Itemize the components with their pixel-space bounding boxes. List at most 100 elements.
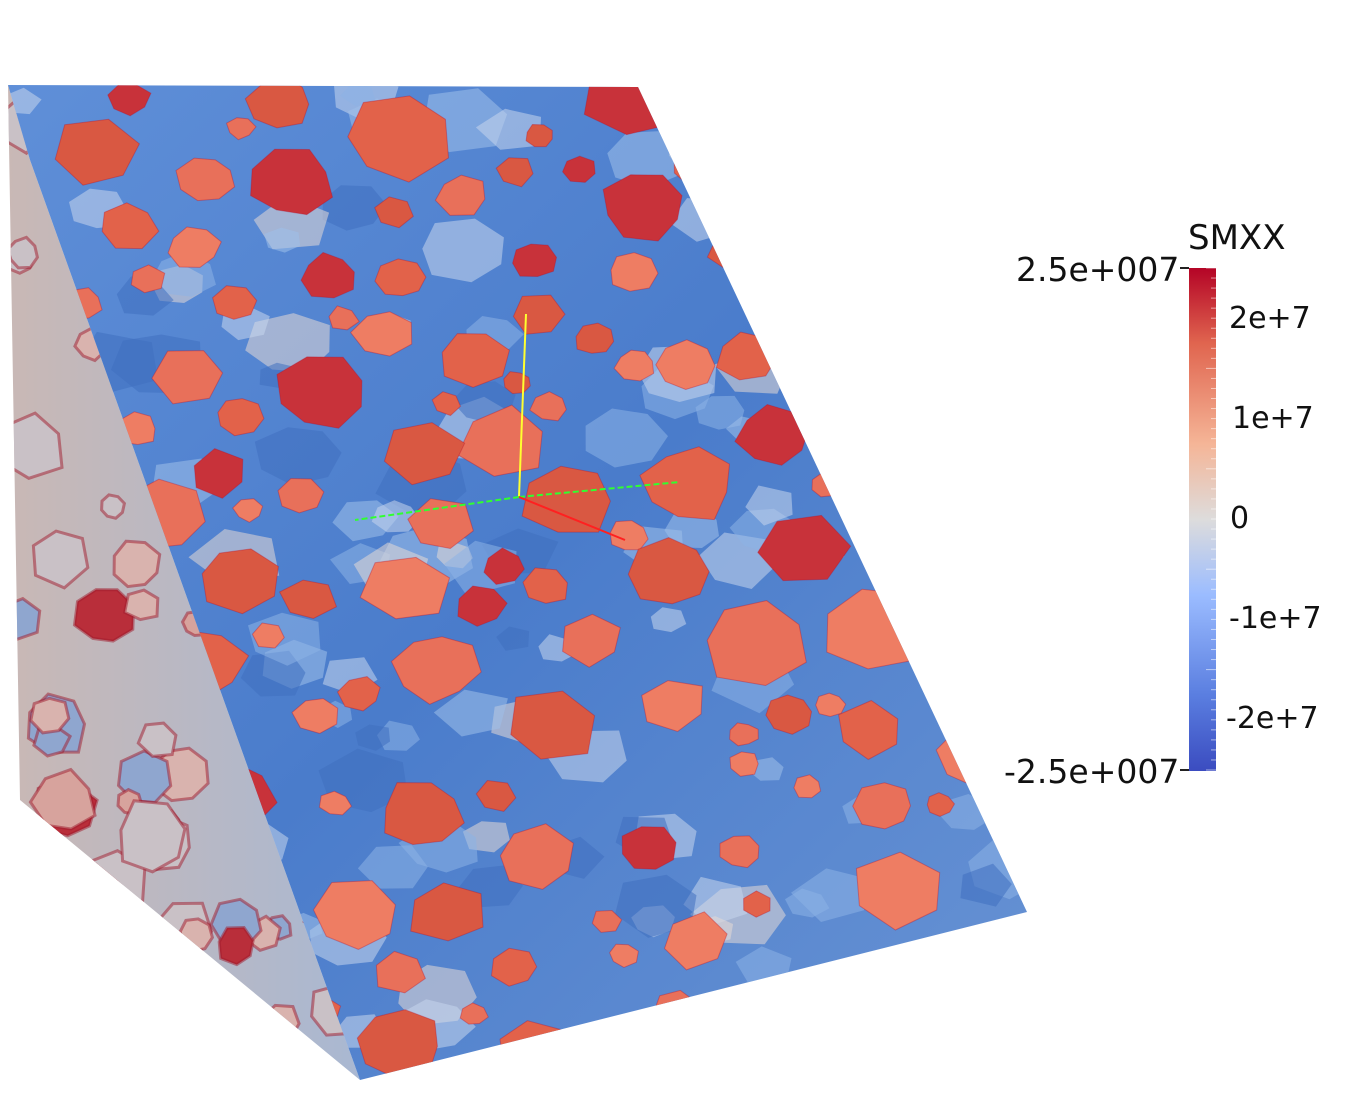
mesh-grain	[573, 1023, 621, 1060]
mesh-stress-patch	[621, 1027, 666, 1057]
mesh-stress-patch	[355, 724, 390, 751]
mesh-grain-side	[82, 1021, 127, 1065]
mesh-grain	[347, 95, 450, 183]
mesh-grain	[490, 947, 538, 987]
mesh-grain	[166, 992, 256, 1060]
mesh-grain-side	[41, 877, 95, 930]
mesh-grain-side	[112, 539, 162, 589]
mesh-grain	[864, 341, 924, 388]
mesh-grain-side	[100, 493, 127, 520]
mesh-stress-patch	[254, 427, 342, 486]
mesh-grain	[562, 155, 596, 183]
mesh-stress-patch	[10, 988, 95, 1044]
mesh-grain	[193, 448, 244, 499]
mesh-grain-side	[28, 767, 97, 831]
mesh-grain	[356, 1009, 438, 1078]
mesh-stress-patch	[683, 876, 748, 926]
mesh-grain-side	[136, 721, 178, 758]
mesh-grain	[765, 694, 813, 735]
mesh-grain	[955, 317, 1027, 373]
mesh-stress-patch	[732, 1015, 793, 1049]
mesh-stress-patch	[869, 114, 937, 162]
mesh-grain	[276, 356, 363, 429]
mesh-grain	[457, 585, 508, 627]
mesh-grain	[312, 880, 396, 950]
mesh-grain	[941, 677, 972, 699]
mesh-stress-patch	[878, 255, 967, 316]
mesh-grain	[349, 311, 413, 357]
mesh-grain	[175, 157, 236, 202]
mesh-grain	[992, 802, 1021, 827]
mesh-grain	[410, 882, 484, 942]
mesh-grain	[562, 613, 621, 668]
mesh-stress-patch	[832, 244, 867, 270]
mesh-grain-side	[119, 799, 187, 874]
mesh-grain-side	[8, 853, 34, 898]
mesh-stress-patch	[942, 185, 1015, 240]
mesh-stress-patch	[955, 642, 1007, 682]
mesh-grain	[706, 600, 807, 687]
mesh-grain-side	[29, 696, 71, 735]
mesh-grain	[384, 782, 465, 846]
scalar-bar-max-label: 2.5e+007	[1016, 250, 1180, 289]
mesh-grain	[627, 537, 710, 605]
mesh-grain	[804, 996, 836, 1020]
mesh-grain	[101, 202, 160, 250]
mesh-grain	[575, 322, 615, 354]
mesh-grain-side	[8, 235, 40, 270]
mesh-grain	[521, 465, 611, 533]
mesh-grain	[743, 890, 771, 918]
mesh-grain	[300, 251, 355, 299]
mesh-stress-patch	[919, 503, 969, 542]
mesh-grain	[374, 258, 427, 297]
mesh-grain	[621, 826, 677, 870]
mesh-stress-patch	[264, 227, 301, 253]
mesh-grain	[958, 489, 1007, 529]
mesh-grain	[510, 690, 596, 760]
mesh-grain	[729, 722, 759, 747]
mesh-grain	[54, 118, 141, 186]
mesh-grain	[911, 954, 1006, 1024]
mesh-stress-patch	[848, 292, 922, 355]
mesh-stress-patch	[959, 317, 1027, 370]
mesh-grain	[683, 1033, 752, 1080]
mesh-stress-patch	[422, 218, 504, 283]
mesh-grain	[610, 252, 659, 292]
mesh-grain-side	[122, 588, 160, 622]
mesh-grain	[591, 909, 623, 933]
mesh-grain	[613, 349, 655, 382]
mesh-grain	[609, 943, 639, 968]
y-axis-line	[518, 313, 527, 498]
mesh-grain	[151, 350, 224, 405]
mesh-grain-side	[217, 925, 255, 967]
mesh-grain	[434, 174, 486, 216]
mesh-grain	[390, 636, 482, 705]
mesh-grain	[602, 174, 683, 242]
mesh-stress-patch	[834, 344, 920, 403]
mesh-grain	[375, 950, 427, 994]
mesh-stress-patch	[761, 101, 841, 153]
mesh-grain	[641, 680, 703, 733]
mesh-grain	[851, 459, 925, 524]
mesh-grain	[952, 391, 1027, 467]
scalar-bar	[1180, 267, 1216, 771]
mesh-stress-patch	[861, 381, 897, 406]
mesh-grain	[673, 129, 755, 195]
mesh-stress-patch	[322, 185, 388, 231]
mesh-grain	[845, 225, 920, 283]
mesh-grain	[277, 477, 325, 514]
mesh-stress-patch	[650, 607, 687, 633]
mesh-grain	[525, 123, 553, 148]
mesh-grain-side	[155, 1012, 182, 1040]
mesh-stress-patch	[789, 224, 829, 246]
tick-label-1e7: 1e+7	[1232, 401, 1314, 436]
mesh-grain	[318, 790, 353, 816]
mesh-stress-patch	[861, 132, 933, 189]
mesh-grain	[522, 567, 568, 604]
mesh-grain	[811, 472, 844, 498]
mesh-grain	[130, 264, 166, 294]
tick-label-2e7: 2e+7	[1229, 301, 1311, 336]
mesh-grain	[663, 911, 728, 971]
mesh-grain	[499, 823, 574, 890]
